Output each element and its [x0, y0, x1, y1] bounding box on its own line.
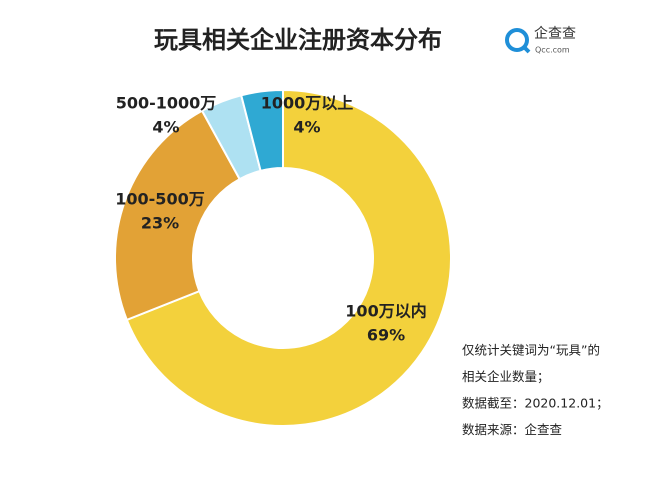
note: 仅统计关键词为“玩具”的	[462, 343, 600, 358]
value-label: 4%	[152, 118, 179, 137]
category-label: 100-500万	[115, 190, 204, 209]
donut	[114, 88, 452, 427]
value-label: 69%	[367, 326, 405, 345]
logo-icon	[521, 44, 531, 54]
chart-title: 玩具相关企业注册资本分布	[154, 26, 442, 54]
value-label: 23%	[141, 214, 179, 233]
slice	[114, 109, 241, 322]
category-label: 1000万以上	[261, 94, 354, 113]
value-label: 4%	[293, 118, 320, 137]
note: 相关企业数量；	[462, 369, 550, 384]
labels: 100万以内 69% 100-500万 23% 500-1000万 4% 1000万以上 4%	[115, 94, 426, 345]
note: 数据来源：企查查	[462, 422, 563, 437]
category-label: 100万以内	[345, 302, 426, 321]
logo-name: 企查查	[534, 25, 576, 42]
slice	[125, 88, 452, 427]
category-label: 500-1000万	[116, 94, 217, 113]
slice	[240, 88, 284, 173]
logo: 企查查 Qcc.com	[505, 25, 576, 55]
logo-site: Qcc.com	[535, 46, 570, 55]
logo-icon	[505, 28, 529, 52]
note: 数据截至：2020.12.01；	[462, 396, 609, 411]
